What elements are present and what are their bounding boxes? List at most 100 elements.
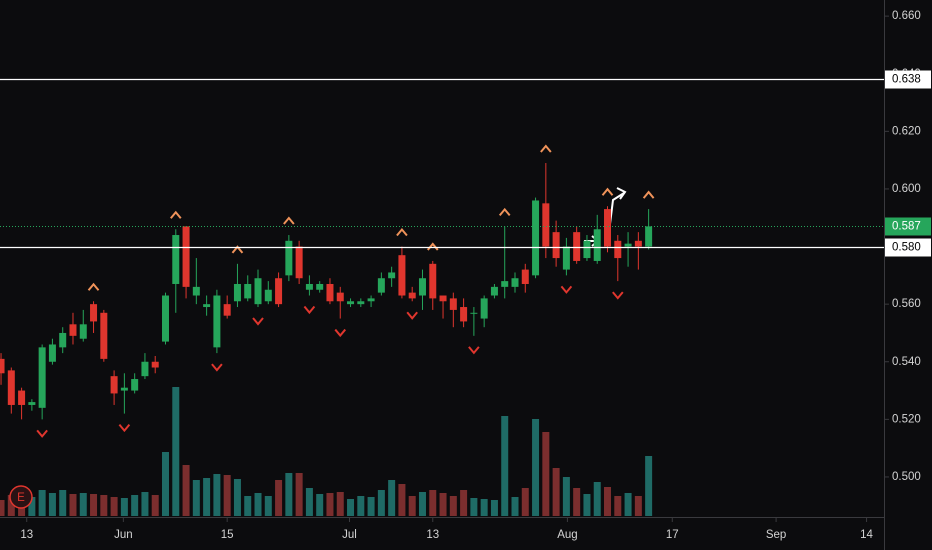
volume-bar	[295, 473, 303, 516]
candle-body	[192, 286, 200, 296]
volume-bar	[460, 490, 468, 516]
candle-body	[429, 263, 437, 299]
x-tick-label: 15	[221, 529, 234, 541]
x-tick-label: Sep	[766, 529, 786, 541]
fractal-low	[303, 305, 316, 315]
fractal-low	[36, 429, 48, 438]
candle-body	[316, 283, 324, 290]
candle-body	[100, 312, 108, 359]
candle-body	[79, 324, 87, 339]
fractal-low	[560, 285, 573, 294]
candle-body	[624, 243, 632, 247]
candle-body	[593, 229, 601, 261]
volume-bar	[233, 479, 241, 516]
candle-body	[110, 376, 118, 394]
volume-bar	[131, 495, 139, 516]
candle-body	[305, 283, 313, 290]
y-tick-label: 0.660	[892, 10, 921, 22]
volume-bar	[100, 495, 108, 516]
y-tick-label: 0.620	[892, 125, 921, 137]
volume-bar	[418, 492, 426, 516]
volume-bar	[388, 480, 396, 516]
candle-body	[7, 370, 15, 405]
volume-bar	[347, 499, 355, 516]
volume-bar	[583, 494, 591, 516]
candle-body	[398, 255, 406, 296]
volume-bar	[120, 498, 128, 516]
candle-body	[583, 240, 591, 259]
y-tick-label: 0.560	[892, 298, 921, 310]
candle-body	[131, 379, 139, 391]
fractal-low	[334, 328, 347, 338]
x-tick-label: 13	[426, 529, 439, 541]
volume-bar	[336, 492, 344, 516]
candle-body	[562, 246, 570, 270]
candle-body	[418, 278, 426, 296]
candle-body	[336, 292, 344, 302]
candle-body	[203, 304, 211, 308]
candle-body	[439, 295, 447, 302]
candle-body	[172, 235, 180, 284]
candle-body	[645, 226, 653, 247]
last-price-label: 0.587	[892, 221, 921, 233]
candle-body	[542, 203, 550, 247]
volume-bar	[254, 493, 262, 516]
fractal-low	[612, 291, 624, 300]
volume-bar	[552, 468, 560, 516]
candle-body	[285, 240, 293, 276]
volume-bar	[0, 500, 5, 516]
volume-bar	[48, 493, 56, 516]
fractal-high	[170, 210, 182, 219]
candle-body	[223, 304, 231, 316]
volume-bar	[326, 493, 334, 516]
x-tick-label: Aug	[557, 529, 577, 541]
volume-bar	[624, 493, 632, 516]
candle-body	[634, 240, 642, 247]
volume-bar	[377, 490, 385, 516]
volume-bar	[367, 497, 375, 516]
price-line-label: 0.580	[892, 242, 921, 254]
volume-bar	[223, 475, 231, 516]
volume-bar	[59, 490, 67, 516]
candle-body	[480, 298, 488, 319]
candle-body	[151, 361, 159, 368]
volume-bar	[151, 495, 159, 516]
candle-body	[48, 344, 56, 362]
earnings-marker-circle	[9, 485, 33, 509]
candle-body	[59, 332, 67, 348]
fractal-low	[406, 311, 418, 320]
volume-bar	[79, 493, 87, 516]
volume-bar	[172, 387, 180, 516]
candle-body	[244, 283, 252, 299]
candle-body	[18, 390, 26, 405]
y-tick-label: 0.520	[892, 413, 921, 425]
candle-body	[388, 272, 396, 279]
candle-body	[275, 278, 283, 305]
volume-bar	[532, 419, 540, 516]
candle-body	[254, 278, 262, 305]
volume-bar	[480, 499, 488, 516]
candle-body	[377, 278, 385, 293]
volume-bar	[203, 478, 211, 516]
volume-bar	[542, 432, 550, 516]
y-tick-label: 0.540	[892, 356, 921, 368]
candle-body	[367, 298, 375, 302]
volume-bar	[264, 496, 272, 516]
volume-bar	[244, 496, 252, 516]
volume-bar	[38, 490, 46, 516]
volume-bar	[192, 480, 200, 516]
y-tick-label: 0.500	[892, 471, 921, 483]
volume-bar	[645, 456, 653, 516]
fractal-low	[211, 363, 223, 372]
volume-bar	[562, 477, 570, 516]
candle-body	[326, 283, 334, 302]
candle-body	[141, 361, 149, 377]
candle-body	[69, 324, 77, 336]
volume-bar	[398, 484, 406, 516]
candle-body	[38, 347, 46, 408]
fractal-high	[283, 216, 295, 225]
volume-bar	[285, 473, 293, 516]
